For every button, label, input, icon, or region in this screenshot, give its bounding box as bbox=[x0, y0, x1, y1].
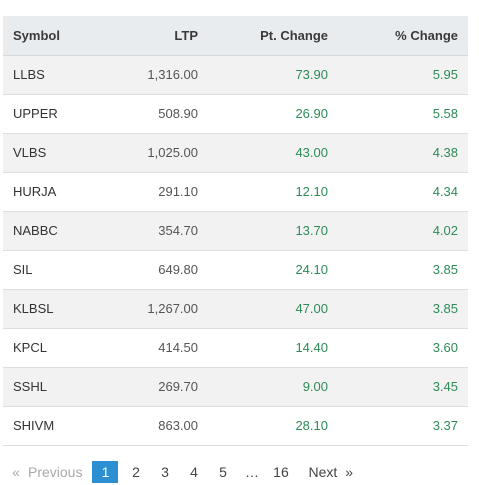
table-row: UPPER 508.90 26.90 5.58 bbox=[3, 94, 468, 133]
page-button-16[interactable]: 16 bbox=[273, 464, 289, 480]
pct-change-cell: 5.58 bbox=[432, 106, 458, 121]
pt-change-cell: 26.90 bbox=[295, 106, 328, 121]
table-row: SSHL 269.70 9.00 3.45 bbox=[3, 367, 468, 406]
pt-change-cell: 9.00 bbox=[302, 379, 328, 394]
symbol-cell[interactable]: SSHL bbox=[13, 379, 47, 394]
pt-change-cell: 73.90 bbox=[295, 67, 328, 82]
table-row: KLBSL 1,267.00 47.00 3.85 bbox=[3, 289, 468, 328]
table-row: NABBC 354.70 13.70 4.02 bbox=[3, 211, 468, 250]
pct-change-cell: 3.85 bbox=[432, 301, 458, 316]
ltp-cell: 291.10 bbox=[158, 184, 198, 199]
previous-button[interactable]: Previous bbox=[28, 464, 83, 480]
pt-change-cell: 43.00 bbox=[295, 145, 328, 160]
pct-change-cell: 3.60 bbox=[432, 340, 458, 355]
symbol-cell[interactable]: KLBSL bbox=[13, 301, 54, 316]
next-button[interactable]: Next bbox=[308, 464, 338, 480]
symbol-cell[interactable]: SIL bbox=[13, 262, 33, 277]
pt-change-cell: 24.10 bbox=[295, 262, 328, 277]
next-arrow-icon[interactable]: » bbox=[345, 464, 354, 480]
pt-change-cell: 12.10 bbox=[295, 184, 328, 199]
page-button-1[interactable]: 1 bbox=[92, 461, 119, 483]
symbol-cell[interactable]: NABBC bbox=[13, 223, 58, 238]
ltp-cell: 1,025.00 bbox=[147, 145, 198, 160]
symbol-cell[interactable]: VLBS bbox=[13, 145, 47, 160]
pt-change-cell: 47.00 bbox=[295, 301, 328, 316]
previous-arrow-icon: « bbox=[12, 464, 20, 480]
page-button-2[interactable]: 2 bbox=[132, 464, 140, 480]
pct-change-cell: 4.02 bbox=[432, 223, 458, 238]
table-row: SIL 649.80 24.10 3.85 bbox=[3, 250, 468, 289]
pct-change-cell: 3.85 bbox=[432, 262, 458, 277]
ltp-cell: 269.70 bbox=[158, 379, 198, 394]
column-header-ltp[interactable]: LTP bbox=[123, 16, 208, 56]
pagination: « Previous 1 2 3 4 5 … 16 Next » bbox=[10, 461, 353, 483]
top-gainers-table: Symbol LTP Pt. Change % Change LLBS 1,31… bbox=[3, 16, 468, 446]
table-row: KPCL 414.50 14.40 3.60 bbox=[3, 328, 468, 367]
table-row: LLBS 1,316.00 73.90 5.95 bbox=[3, 55, 468, 94]
pct-change-cell: 5.95 bbox=[432, 67, 458, 82]
symbol-cell[interactable]: SHIVM bbox=[13, 418, 55, 433]
column-header-pt-change[interactable]: Pt. Change bbox=[208, 16, 338, 56]
pt-change-cell: 14.40 bbox=[295, 340, 328, 355]
column-header-pct-change[interactable]: % Change bbox=[338, 16, 468, 56]
ltp-cell: 508.90 bbox=[158, 106, 198, 121]
pct-change-cell: 4.38 bbox=[432, 145, 458, 160]
pct-change-cell: 3.45 bbox=[432, 379, 458, 394]
table-row: HURJA 291.10 12.10 4.34 bbox=[3, 172, 468, 211]
table-row: SHIVM 863.00 28.10 3.37 bbox=[3, 406, 468, 445]
symbol-cell[interactable]: KPCL bbox=[13, 340, 47, 355]
table-header-row: Symbol LTP Pt. Change % Change bbox=[3, 16, 468, 56]
ltp-cell: 354.70 bbox=[158, 223, 198, 238]
page-button-4[interactable]: 4 bbox=[190, 464, 198, 480]
ltp-cell: 414.50 bbox=[158, 340, 198, 355]
page-button-3[interactable]: 3 bbox=[161, 464, 169, 480]
pt-change-cell: 13.70 bbox=[295, 223, 328, 238]
symbol-cell[interactable]: HURJA bbox=[13, 184, 57, 199]
pct-change-cell: 4.34 bbox=[432, 184, 458, 199]
page-button-5[interactable]: 5 bbox=[219, 464, 227, 480]
table-row: VLBS 1,025.00 43.00 4.38 bbox=[3, 133, 468, 172]
ltp-cell: 863.00 bbox=[158, 418, 198, 433]
ltp-cell: 1,316.00 bbox=[147, 67, 198, 82]
pct-change-cell: 3.37 bbox=[432, 418, 458, 433]
symbol-cell[interactable]: LLBS bbox=[13, 67, 45, 82]
symbol-cell[interactable]: UPPER bbox=[13, 106, 58, 121]
pt-change-cell: 28.10 bbox=[295, 418, 328, 433]
ltp-cell: 1,267.00 bbox=[147, 301, 198, 316]
pagination-ellipsis: … bbox=[244, 464, 259, 480]
column-header-symbol[interactable]: Symbol bbox=[3, 16, 123, 56]
ltp-cell: 649.80 bbox=[158, 262, 198, 277]
